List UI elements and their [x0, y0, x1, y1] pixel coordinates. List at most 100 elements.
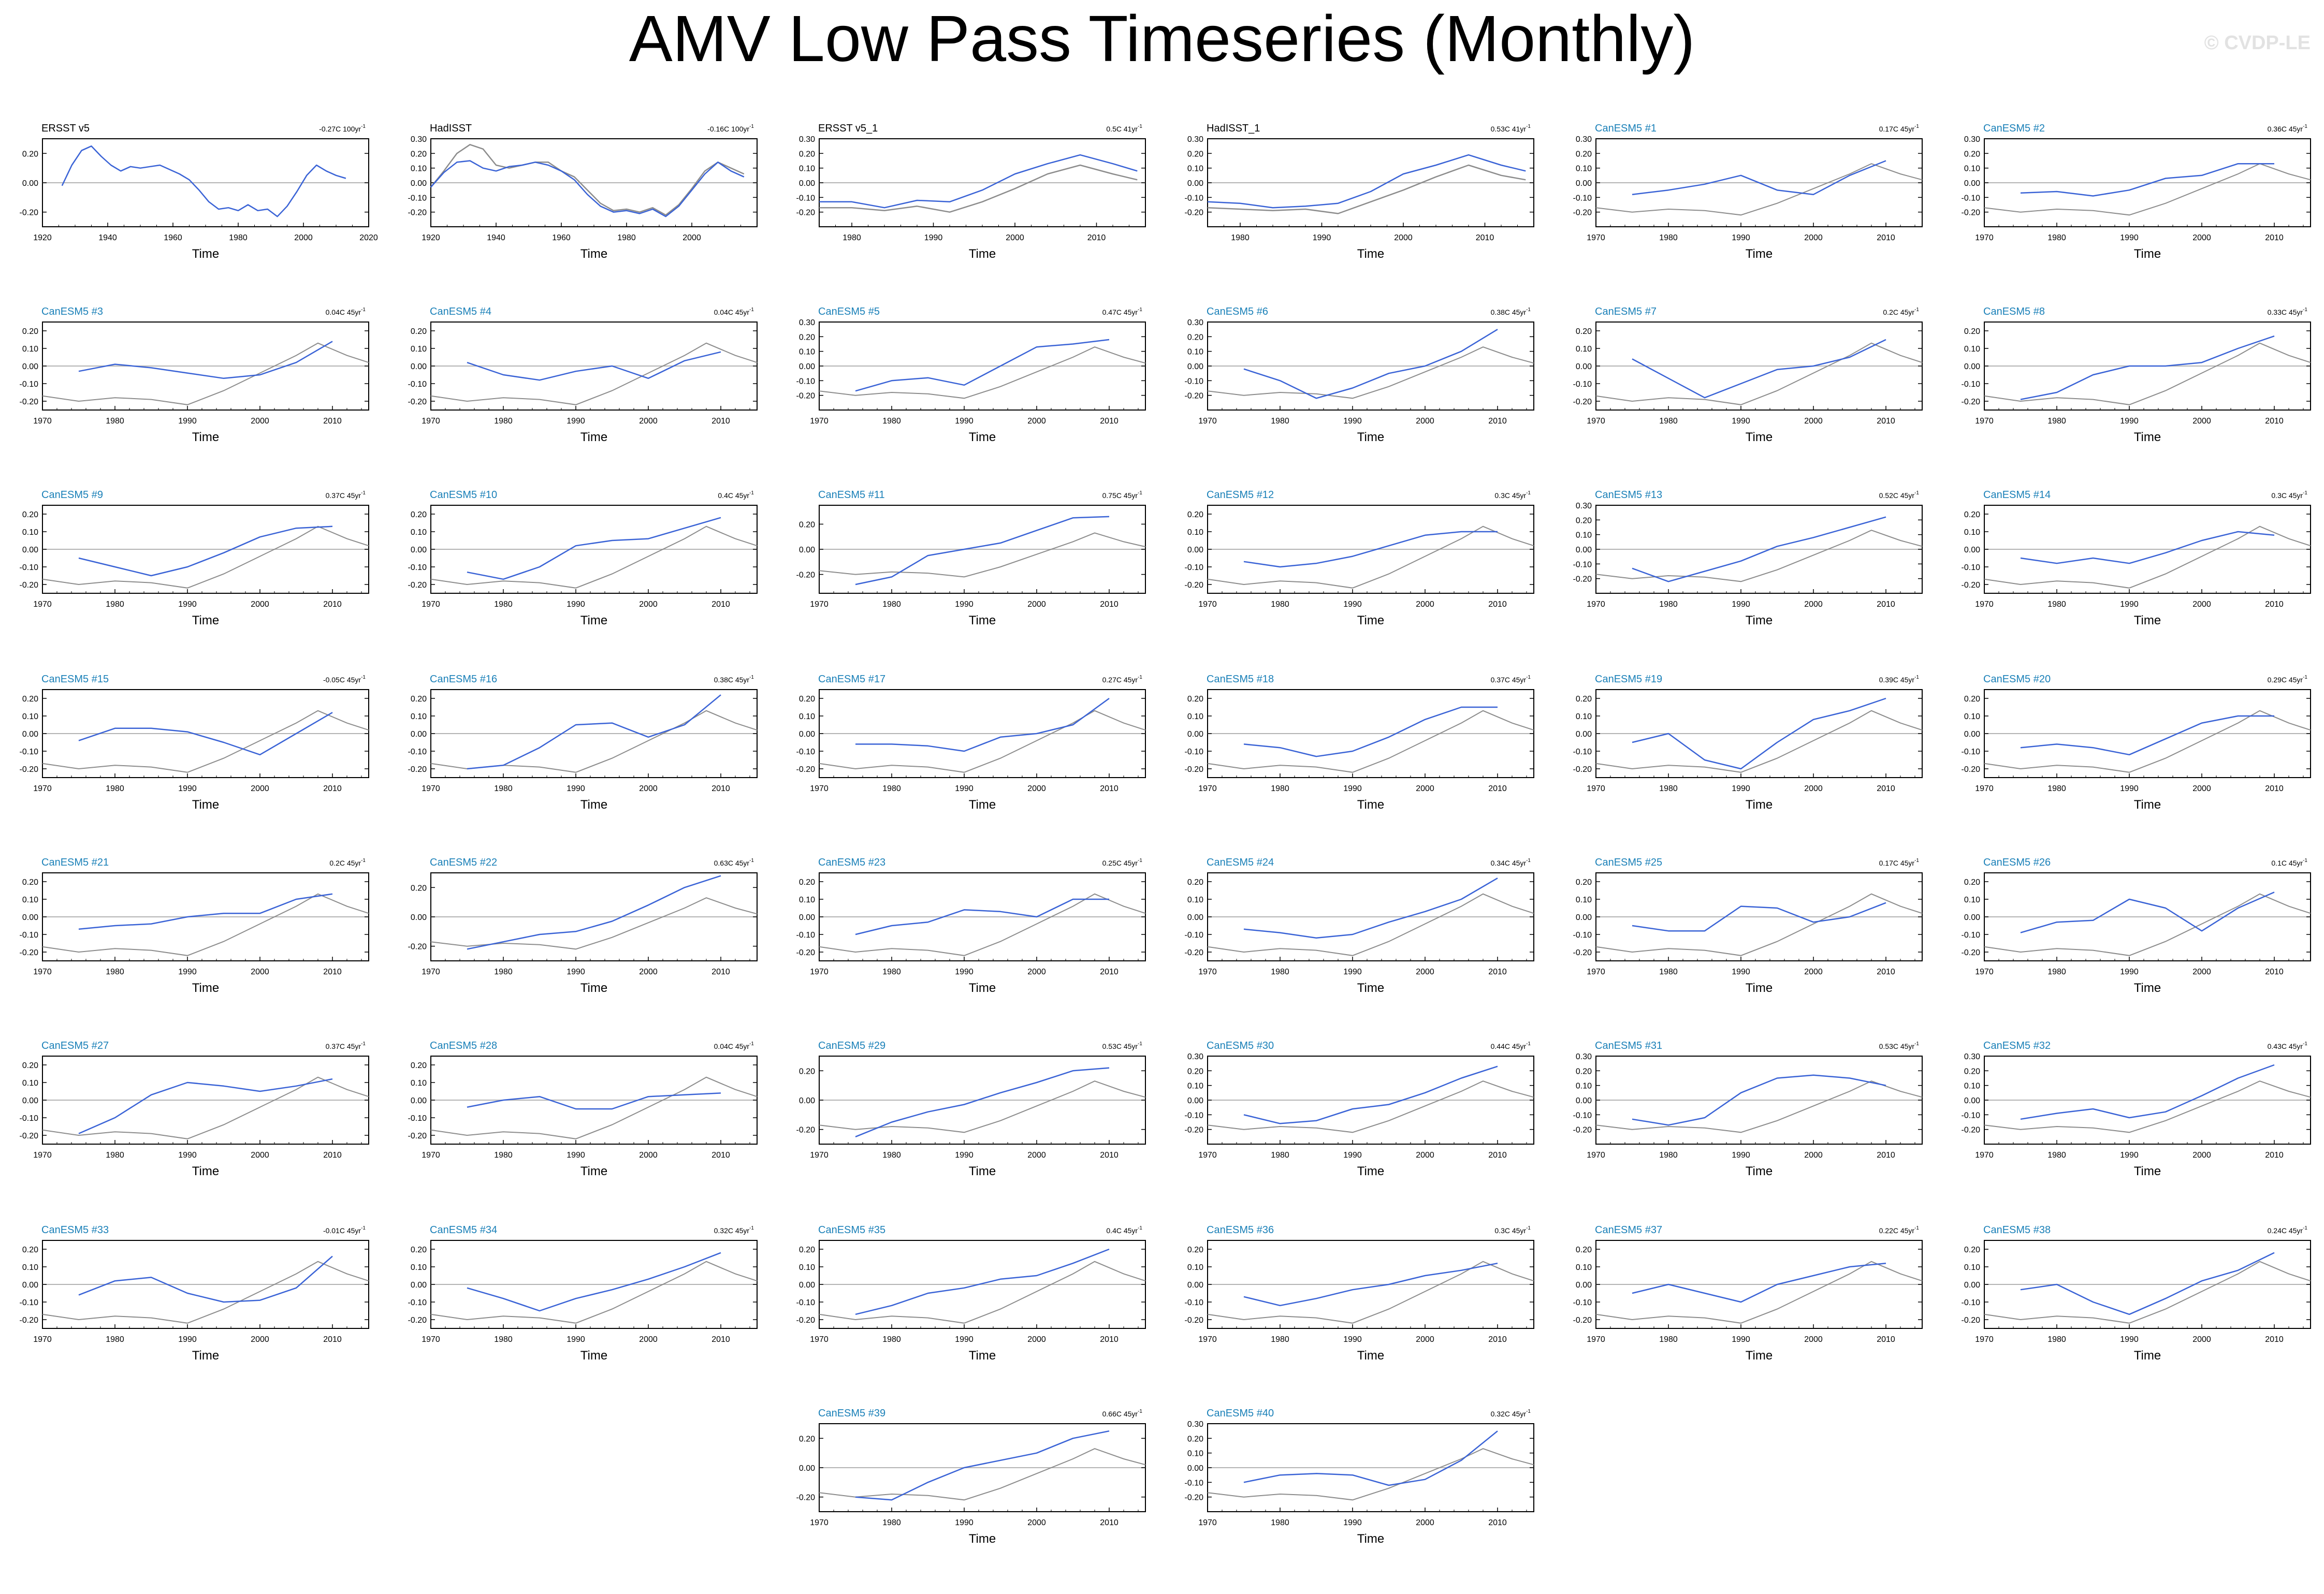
chart-panel: CanESM5 #6 0.38C 45yr-1 -0.20 -0.10 0.00 0.10… [1185, 306, 1534, 444]
x-tick-label: 1980 [1271, 1518, 1289, 1527]
trend-label: -0.01C 45yr-1 [323, 1225, 366, 1235]
y-tick-label: 0.30 [411, 135, 427, 144]
x-tick-label: 1990 [955, 1151, 974, 1160]
x-tick-label: 2010 [1476, 233, 1494, 242]
x-tick-label: 1990 [1343, 968, 1362, 976]
y-tick-label: 0.00 [1576, 179, 1592, 188]
y-tick-label: -0.20 [796, 209, 816, 217]
amv-series-line [1243, 329, 1498, 399]
y-tick-label: 0.20 [1964, 327, 1980, 336]
watermark: © CVDP-LE [2204, 32, 2311, 54]
x-axis-label: Time [1357, 247, 1384, 261]
obs-reference-line [1984, 893, 2311, 956]
y-tick-label: 0.00 [1576, 546, 1592, 554]
y-tick-label: 0.00 [411, 913, 427, 922]
panel-title: HadISST_1 [1207, 123, 1260, 134]
y-tick-label: -0.10 [20, 380, 39, 389]
x-tick-label: 1980 [1659, 1335, 1678, 1344]
x-tick-label: 1980 [2047, 417, 2066, 426]
x-tick-label: 1990 [2120, 968, 2139, 976]
y-tick-label: 0.10 [1576, 712, 1592, 721]
panel-title: CanESM5 #29 [818, 1040, 885, 1051]
x-tick-label: 2010 [1488, 1518, 1507, 1527]
y-tick-label: -0.20 [1962, 209, 1981, 217]
y-tick-label: -0.20 [408, 209, 427, 217]
x-tick-label: 1970 [1587, 600, 1605, 609]
obs-reference-line [430, 1076, 758, 1139]
amv-series-line [2020, 1064, 2275, 1120]
panel-title: CanESM5 #2 [1983, 123, 2045, 134]
obs-reference-line [1984, 1080, 2311, 1133]
y-tick-label: 0.20 [22, 1061, 38, 1070]
y-tick-label: -0.10 [408, 563, 427, 572]
amv-series-line [855, 898, 1109, 935]
y-tick-label: -0.10 [1962, 194, 1981, 202]
x-tick-label: 2000 [1416, 417, 1434, 426]
y-tick-label: 0.20 [1964, 150, 1980, 158]
x-axis-label: Time [1357, 981, 1384, 995]
obs-reference-line [1207, 1080, 1534, 1133]
panel-title: CanESM5 #13 [1595, 489, 1662, 501]
x-axis-label: Time [580, 613, 607, 627]
chart-panel: CanESM5 #22 0.63C 45yr-1 -0.20 0.00 0.20 1970… [408, 857, 758, 995]
x-tick-label: 1980 [882, 1151, 901, 1160]
x-tick-label: 1990 [178, 1151, 197, 1160]
x-axis-label: Time [192, 981, 219, 995]
trend-label: 0.17C 45yr-1 [1879, 124, 1920, 133]
obs-reference-line [819, 893, 1146, 956]
y-tick-label: 0.10 [1187, 1082, 1203, 1091]
amv-series-line [78, 712, 333, 756]
y-tick-label: 0.10 [411, 1079, 427, 1088]
y-tick-label: 0.20 [799, 878, 815, 887]
x-tick-label: 1970 [1198, 784, 1217, 793]
y-tick-label: 0.20 [1187, 1435, 1203, 1443]
x-axis-label: Time [1357, 1532, 1384, 1546]
amv-series-line [1243, 706, 1498, 757]
y-tick-label: -0.20 [1573, 398, 1592, 406]
x-tick-label: 2010 [711, 968, 730, 976]
y-tick-label: 0.00 [411, 546, 427, 554]
amv-series-line [430, 160, 745, 217]
y-tick-label: 0.10 [1576, 896, 1592, 904]
y-tick-label: 0.00 [1187, 913, 1203, 922]
x-tick-label: 2010 [2265, 1151, 2284, 1160]
x-axis-label: Time [969, 247, 996, 261]
y-tick-label: 0.10 [799, 348, 815, 357]
obs-reference-line [42, 1261, 369, 1324]
amv-series-line [1632, 1262, 1886, 1303]
x-tick-label: 1970 [33, 784, 52, 793]
y-tick-label: -0.20 [20, 209, 39, 217]
amv-series-line [467, 1092, 721, 1110]
x-tick-label: 1970 [810, 1335, 829, 1344]
x-tick-label: 2000 [2192, 1335, 2211, 1344]
x-axis-label: Time [2134, 1349, 2161, 1363]
x-tick-label: 2000 [1416, 600, 1434, 609]
x-tick-label: 2000 [2192, 233, 2211, 242]
y-tick-label: -0.20 [796, 392, 816, 401]
y-tick-label: 0.00 [799, 1096, 815, 1105]
y-tick-label: 0.20 [1576, 878, 1592, 887]
y-tick-label: 0.10 [411, 1263, 427, 1272]
x-tick-label: 1980 [1271, 784, 1289, 793]
x-axis-label: Time [580, 798, 607, 812]
obs-reference-line [42, 525, 369, 589]
y-tick-label: 0.20 [1187, 150, 1203, 158]
y-tick-label: 0.00 [22, 730, 38, 739]
x-tick-label: 1980 [843, 233, 861, 242]
chart-panel: CanESM5 #33 -0.01C 45yr-1 -0.20 -0.10 0.00 0.… [20, 1224, 369, 1363]
chart-panel: CanESM5 #16 0.38C 45yr-1 -0.20 -0.10 0.00 0.1… [408, 674, 758, 812]
y-tick-label: -0.10 [408, 380, 427, 389]
y-tick-label: -0.10 [1185, 931, 1204, 940]
x-tick-label: 1980 [1231, 233, 1250, 242]
y-tick-label: 0.20 [1964, 510, 1980, 519]
panel-title: ERSST v5 [41, 123, 90, 134]
x-tick-label: 2000 [1027, 968, 1046, 976]
y-tick-label: 0.10 [799, 1263, 815, 1272]
chart-panel: CanESM5 #7 0.2C 45yr-1 -0.20 -0.10 0.00 0.10 0… [1573, 306, 1923, 444]
chart-panel: CanESM5 #40 0.32C 45yr-1 -0.20 -0.10 0.00 0.1… [1185, 1408, 1534, 1546]
y-tick-label: 0.00 [1187, 730, 1203, 739]
y-tick-label: -0.10 [1573, 931, 1592, 940]
trend-label: 0.5C 41yr-1 [1106, 124, 1142, 133]
x-axis-label: Time [580, 430, 607, 444]
